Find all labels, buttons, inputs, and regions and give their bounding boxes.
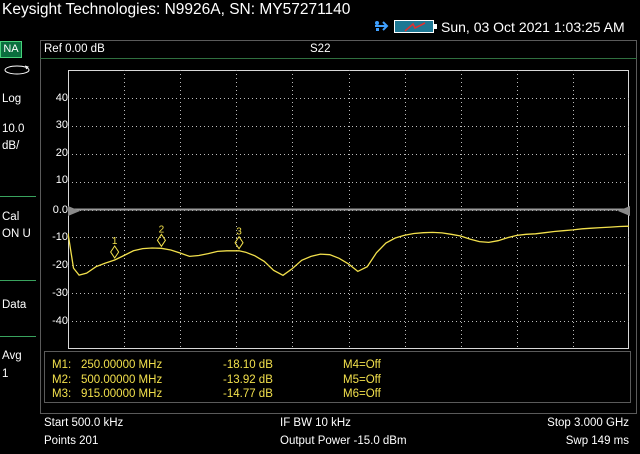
marker-off-status[interactable]: M6=Off (343, 388, 381, 400)
marker-frequency: 915.00000 MHz (81, 388, 163, 400)
reference-arrow-left-icon (68, 206, 80, 216)
marker-diamond (234, 235, 244, 250)
marker-name[interactable]: M3: (52, 388, 72, 400)
plot-grid (68, 70, 629, 349)
scale-unit: dB/ (2, 140, 20, 152)
marker-label: 3 (236, 227, 242, 238)
y-tick-label: -20 (52, 259, 68, 271)
if-bandwidth[interactable]: IF BW 10 kHz (280, 417, 351, 429)
date-time: Sun, 03 Oct 2021 1:03:25 AM (441, 19, 625, 35)
marker-value: -18.10 dB (223, 359, 273, 371)
y-tick-label: -10 (52, 231, 68, 243)
marker-value: -13.92 dB (223, 374, 273, 386)
side-divider (0, 336, 36, 337)
usb-icon (375, 21, 389, 31)
scale-value[interactable]: 10.0 (2, 123, 25, 135)
mode-badge[interactable]: NA (0, 41, 22, 58)
avg-label[interactable]: Avg (2, 350, 22, 362)
y-tick-label: 30 (55, 119, 68, 131)
marker-diamond (156, 233, 167, 248)
marker-table: M1: 250.00000 MHz -18.10 dB M4=Off M2: 5… (44, 351, 631, 403)
cal-state: ON U (2, 228, 31, 240)
points-count[interactable]: Points 201 (44, 435, 99, 447)
battery-icon (394, 20, 437, 33)
marker-frequency: 500.00000 MHz (81, 374, 163, 386)
stop-frequency[interactable]: Stop 3.000 GHz (547, 417, 629, 429)
marker-off-status[interactable]: M4=Off (343, 359, 381, 371)
marker-off-status[interactable]: M5=Off (343, 374, 381, 386)
marker-layer: 1 2 3 (110, 224, 244, 259)
reference-arrow-right-icon (618, 206, 630, 216)
bottom-status-bar: Start 500.0 kHz Points 201 IF BW 10 kHz … (40, 414, 637, 454)
panel-divider (40, 58, 637, 59)
avg-value: 1 (2, 368, 9, 380)
marker-diamond (110, 245, 120, 259)
title-bar: Keysight Technologies: N9926A, SN: MY572… (0, 0, 640, 40)
marker-name[interactable]: M1: (52, 359, 72, 371)
trace-layer (68, 225, 629, 277)
side-divider (0, 196, 36, 197)
format-label[interactable]: Log (2, 93, 22, 105)
measurement-panel (40, 40, 637, 414)
trace-line (68, 225, 629, 277)
marker-frequency: 250.00000 MHz (81, 359, 163, 371)
sweep-time: Swp 149 ms (565, 435, 629, 447)
marker-value: -14.77 dB (223, 388, 273, 400)
data-label[interactable]: Data (2, 299, 27, 311)
cal-label[interactable]: Cal (2, 211, 20, 223)
y-tick-label: 0.0 (52, 204, 68, 216)
output-power[interactable]: Output Power -15.0 dBm (280, 435, 407, 447)
marker-name[interactable]: M2: (52, 374, 72, 386)
trace-plot[interactable]: 1 2 3 (68, 70, 629, 349)
y-tick-label: 40 (55, 92, 68, 104)
trace-name[interactable]: S22 (310, 43, 331, 55)
y-tick-label: 20 (55, 147, 68, 159)
marker-label: 2 (159, 224, 165, 235)
marker-label: 1 (112, 236, 118, 247)
reference-level[interactable]: Ref 0.00 dB (44, 43, 105, 55)
window-title: Keysight Technologies: N9926A, SN: MY572… (2, 1, 351, 18)
y-tick-label: -40 (52, 315, 68, 327)
rotate-icon (4, 65, 30, 75)
side-divider (0, 280, 36, 281)
start-frequency[interactable]: Start 500.0 kHz (44, 417, 124, 429)
y-tick-label: -30 (52, 287, 68, 299)
y-tick-label: 10 (55, 174, 68, 186)
